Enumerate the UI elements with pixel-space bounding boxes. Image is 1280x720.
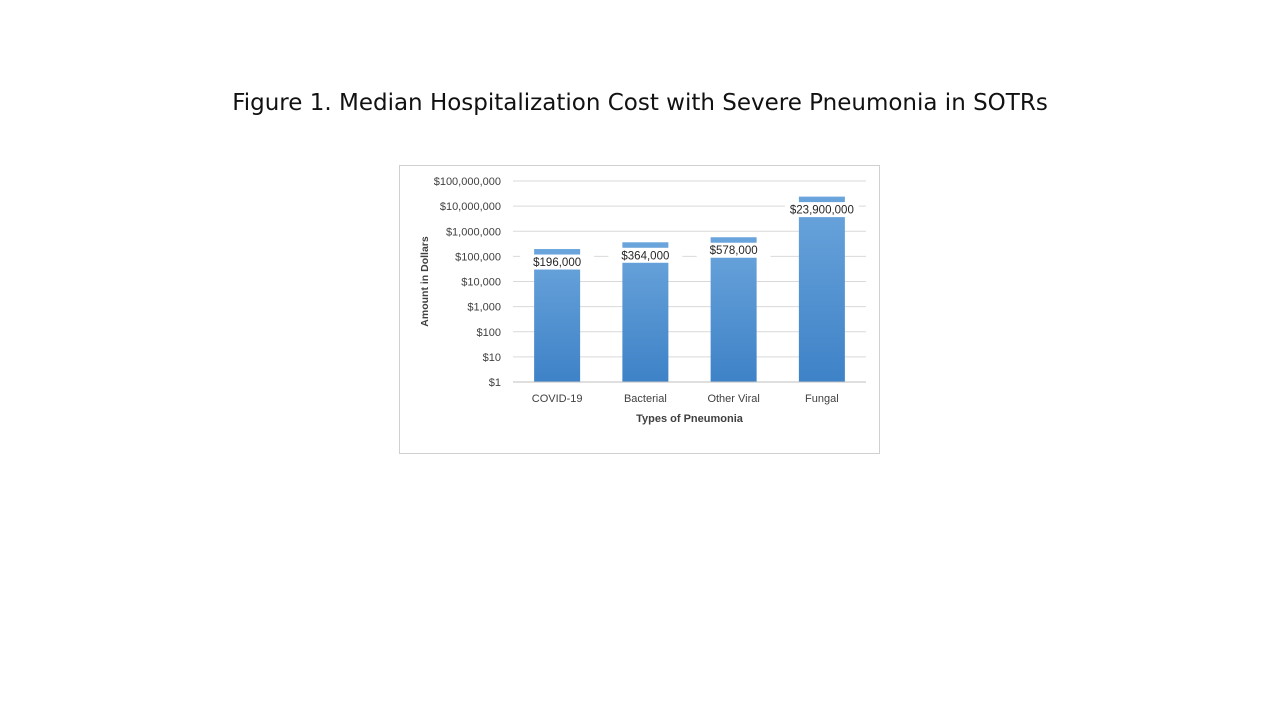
slide-title: Figure 1. Median Hospitalization Cost wi… [232,90,1048,116]
y-axis-title: Amount in Dollars [419,236,431,327]
data-label-box [696,242,771,258]
x-tick-label: Other Viral [707,393,759,405]
y-tick-label: $10,000 [461,277,501,289]
y-tick-label: $100,000 [455,251,501,263]
data-label-box [608,247,683,263]
data-label: $23,900,000 [790,205,854,217]
bar [710,237,757,382]
bar [622,242,669,382]
data-label-box [784,202,859,218]
data-label: $578,000 [710,245,758,257]
chart-frame: $1 $10 $100 $1,000 $10,000 $100,000 $1,000,000… [399,165,880,454]
y-tick-label: $1 [489,377,501,389]
y-axis-tick-labels: $1 $10 $100 $1,000 $10,000 $100,000 $1,000,000… [434,176,501,389]
data-label-box [520,254,595,270]
bars: $196,000 $364,000 $578,000 $23,900,000 [520,196,859,382]
x-tick-label: Bacterial [624,393,667,405]
bar [534,249,581,382]
y-tick-label: $100,000,000 [434,176,501,188]
bar [798,196,845,382]
y-tick-label: $10 [483,352,501,364]
x-tick-label: COVID-19 [532,393,583,405]
y-tick-label: $10,000,000 [440,201,501,213]
x-tick-label: Fungal [805,393,839,405]
x-axis-tick-labels: COVID-19 Bacterial Other Viral Fungal [532,393,839,405]
data-label: $364,000 [621,250,669,262]
bar-chart: $1 $10 $100 $1,000 $10,000 $100,000 $1,000,000… [419,176,866,425]
y-tick-label: $1,000 [467,302,501,314]
y-tick-label: $100 [477,327,501,339]
data-label: $196,000 [533,257,581,269]
x-axis-title: Types of Pneumonia [636,413,744,425]
y-tick-label: $1,000,000 [446,226,501,238]
